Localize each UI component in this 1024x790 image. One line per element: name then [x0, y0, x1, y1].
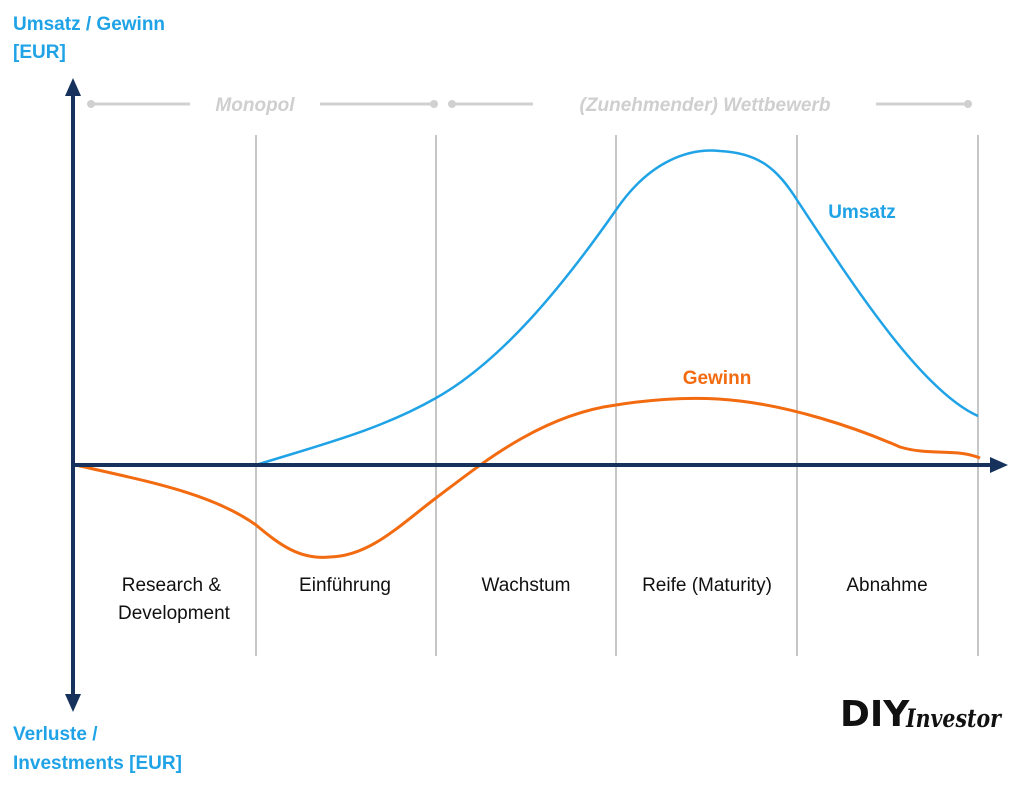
umsatz-label: Umsatz — [828, 202, 896, 223]
y-axis-positive-title: Umsatz / Gewinn [EUR] — [13, 14, 170, 63]
x-axis-arrow — [990, 457, 1008, 473]
logo-investor-text: Investor — [905, 704, 1002, 733]
y-axis — [65, 78, 81, 712]
logo-diy-text: DIY — [840, 694, 910, 735]
x-axis — [73, 457, 1008, 473]
gewinn-label: Gewinn — [683, 368, 752, 389]
era-monopol: Monopol — [87, 95, 438, 116]
y-axis-arrow-down — [65, 694, 81, 712]
phase-label-einfuehrung: Einführung — [299, 575, 391, 596]
gewinn-curve — [75, 396, 981, 559]
era-label-wettbewerb: (Zunehmender) Wettbewerb — [580, 95, 831, 116]
y-axis-negative-title: Verluste / Investments [EUR] — [13, 724, 182, 774]
umsatz-curve — [255, 149, 979, 467]
phase-dividers — [255, 135, 979, 656]
era-label-monopol: Monopol — [215, 95, 295, 116]
phase-label-wachstum: Wachstum — [481, 575, 570, 596]
phase-label-reife: Reife (Maturity) — [642, 575, 772, 596]
phase-label-abnahme: Abnahme — [846, 575, 927, 596]
y-axis-arrow-up — [65, 78, 81, 96]
era-end-dot — [964, 100, 972, 108]
era-end-dot — [430, 100, 438, 108]
era-wettbewerb: (Zunehmender) Wettbewerb — [448, 95, 972, 116]
phase-label-research: Research & Development — [118, 575, 231, 624]
diy-investor-logo: DIY Investor — [840, 694, 1002, 735]
